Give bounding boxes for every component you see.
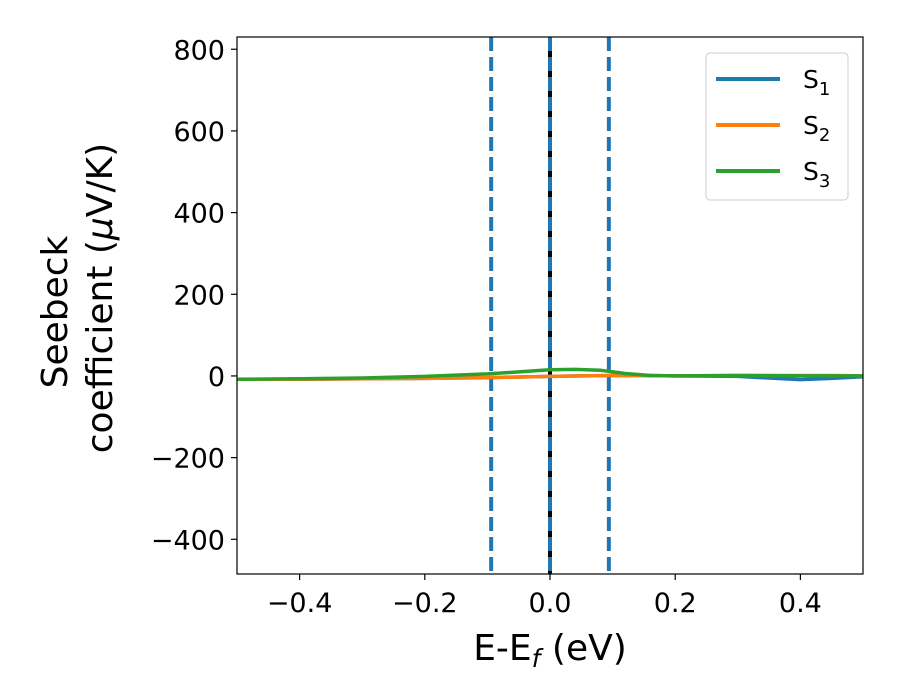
- vertical-lines: [489, 37, 611, 574]
- legend: S1 S2 S3: [705, 52, 849, 201]
- y-axis: −400 −200 0 200 400 600 800: [151, 35, 237, 556]
- y-tick-label: 200: [173, 280, 225, 311]
- x-tick-label: 0.4: [779, 588, 822, 619]
- series-line-3: [237, 367, 863, 381]
- y-axis-label-line2: coefficient (μV/K): [80, 143, 121, 453]
- legend-label-1: S1: [803, 65, 830, 100]
- legend-label-2: S2: [803, 111, 830, 146]
- series-layer: [237, 367, 863, 382]
- y-axis-label-line1: Seebeck: [35, 235, 76, 388]
- x-tick-label: 0.2: [654, 588, 697, 619]
- y-tick-label: 600: [173, 117, 225, 148]
- y-tick-label: 800: [173, 35, 225, 66]
- y-tick-label: 0: [208, 362, 225, 393]
- x-tick-label: −0.2: [392, 588, 458, 619]
- y-tick-label: 400: [173, 199, 225, 230]
- x-tick-label: −0.4: [267, 588, 333, 619]
- y-tick-label: −400: [151, 525, 225, 556]
- legend-label-3: S3: [803, 157, 830, 192]
- x-axis-label: E-Ef (eV): [473, 628, 627, 673]
- y-tick-label: −200: [151, 444, 225, 475]
- x-axis: −0.4 −0.2 0.0 0.2 0.4: [267, 574, 822, 619]
- x-tick-label: 0.0: [529, 588, 572, 619]
